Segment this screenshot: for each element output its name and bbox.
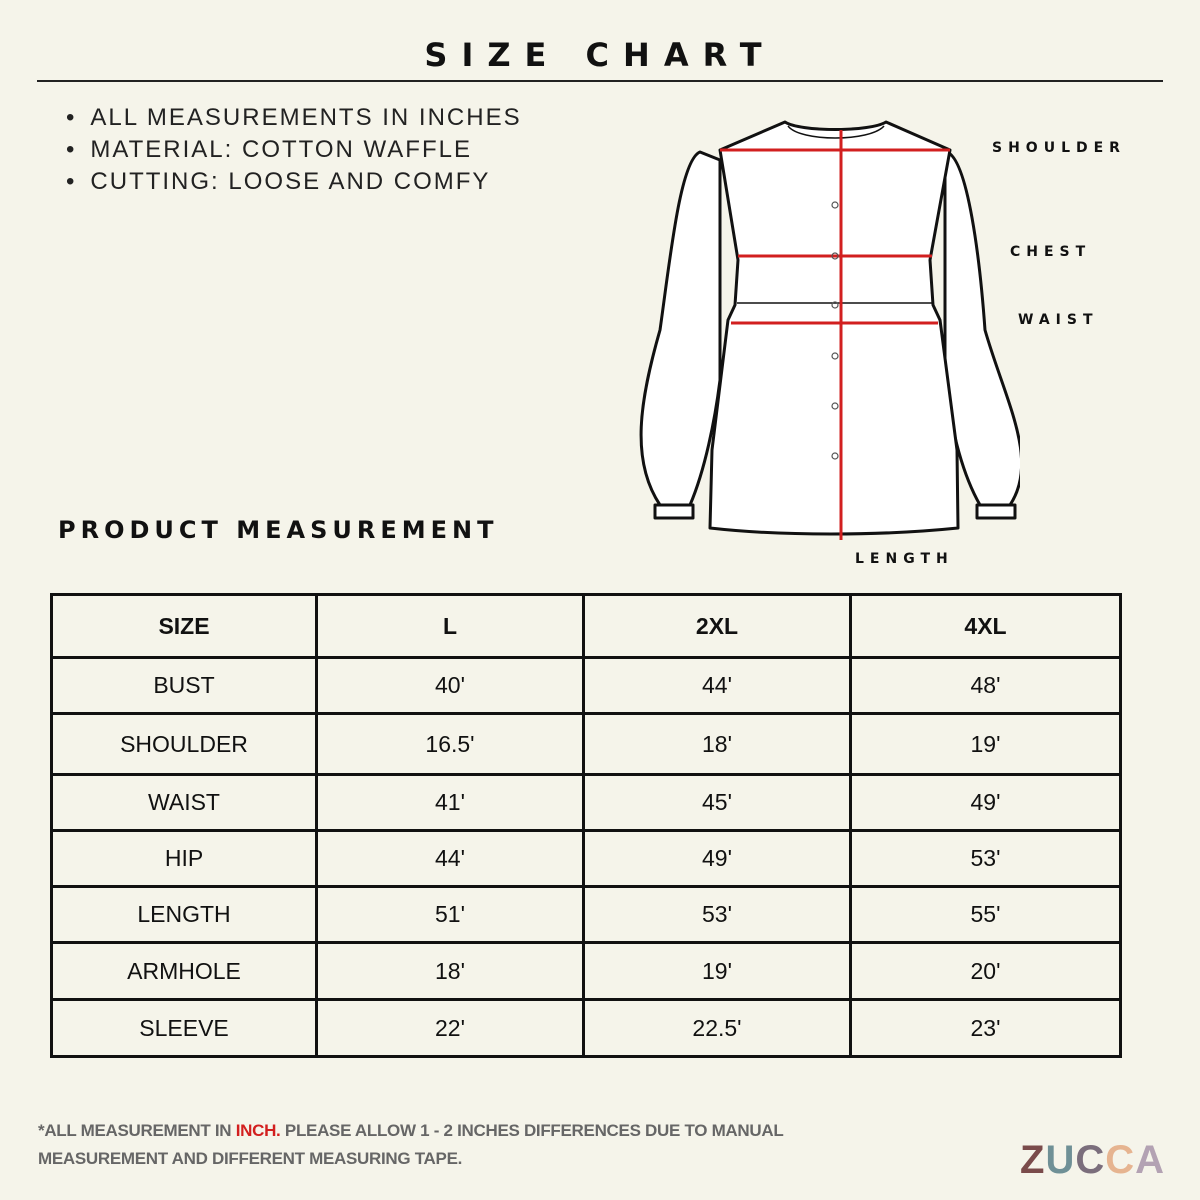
shoulder-label: SHOULDER (992, 140, 1126, 156)
row-label-cell: SHOULDER (50, 712, 318, 776)
logo-letter: C (1075, 1138, 1106, 1182)
value-cell: 41' (315, 773, 585, 832)
value-cell: 22' (315, 998, 585, 1058)
value-cell: 22.5' (582, 998, 852, 1058)
value-cell: 49' (849, 773, 1122, 832)
row-label-cell: HIP (50, 829, 318, 888)
logo-letter: Z (1020, 1138, 1046, 1182)
header-cell: L (315, 593, 585, 659)
row-label-cell: SLEEVE (50, 998, 318, 1058)
row-label-cell: ARMHOLE (50, 941, 318, 1001)
value-cell: 53' (849, 829, 1122, 888)
value-cell: 18' (582, 712, 852, 776)
value-cell: 44' (315, 829, 585, 888)
footer-highlight: INCH. (235, 1121, 281, 1140)
table-row: BUST 40' 44' 48' (50, 656, 1122, 715)
page-title: SIZE CHART (424, 36, 776, 74)
value-cell: 53' (582, 885, 852, 944)
value-cell: 45' (582, 773, 852, 832)
table-row: SLEEVE 22' 22.5' 23' (50, 998, 1122, 1058)
logo-letter: A (1135, 1138, 1165, 1182)
header-cell: 4XL (849, 593, 1122, 659)
waist-label: WAIST (1018, 312, 1099, 328)
value-cell: 23' (849, 998, 1122, 1058)
value-cell: 16.5' (315, 712, 585, 776)
length-label: LENGTH (855, 551, 954, 567)
value-cell: 18' (315, 941, 585, 1001)
table-row: WAIST 41' 45' 49' (50, 773, 1122, 832)
value-cell: 19' (849, 712, 1122, 776)
note-item: CUTTING: LOOSE AND COMFY (66, 168, 522, 200)
note-item: ALL MEASUREMENTS IN INCHES (66, 104, 522, 136)
footer-text: MEASUREMENT AND DIFFERENT MEASURING TAPE… (38, 1149, 463, 1168)
value-cell: 44' (582, 656, 852, 715)
garment-diagram (639, 120, 1020, 540)
row-label-cell: LENGTH (50, 885, 318, 944)
chest-label: CHEST (1010, 244, 1092, 260)
table-header-row: SIZE L 2XL 4XL (50, 593, 1122, 659)
header-cell: 2XL (582, 593, 852, 659)
table-row: LENGTH 51' 53' 55' (50, 885, 1122, 944)
note-item: MATERIAL: COTTON WAFFLE (66, 136, 522, 168)
value-cell: 48' (849, 656, 1122, 715)
value-cell: 19' (582, 941, 852, 1001)
footer-text: PLEASE ALLOW 1 - 2 INCHES DIFFERENCES DU… (280, 1121, 784, 1140)
value-cell: 51' (315, 885, 585, 944)
logo-letter: C (1105, 1138, 1136, 1182)
value-cell: 49' (582, 829, 852, 888)
measurement-table: SIZE L 2XL 4XL BUST 40' 44' 48' SHOULDER 16.5… (50, 593, 1122, 1058)
row-label-cell: WAIST (50, 773, 318, 832)
header-cell: SIZE (50, 593, 318, 659)
value-cell: 20' (849, 941, 1122, 1001)
section-title: PRODUCT MEASUREMENT (58, 516, 499, 544)
table-row: ARMHOLE 18' 19' 20' (50, 941, 1122, 1001)
footer-note: *ALL MEASUREMENT IN INCH. PLEASE ALLOW 1… (38, 1117, 784, 1173)
notes-list: ALL MEASUREMENTS IN INCHES MATERIAL: COT… (66, 104, 522, 200)
value-cell: 55' (849, 885, 1122, 944)
row-label-cell: BUST (50, 656, 318, 715)
table-row: HIP 44' 49' 53' (50, 829, 1122, 888)
brand-logo: ZUCCA (1020, 1138, 1165, 1183)
table-row: SHOULDER 16.5' 18' 19' (50, 712, 1122, 776)
value-cell: 40' (315, 656, 585, 715)
title-divider (37, 80, 1163, 82)
footer-text: *ALL MEASUREMENT IN (38, 1121, 236, 1140)
logo-letter: U (1045, 1138, 1076, 1182)
